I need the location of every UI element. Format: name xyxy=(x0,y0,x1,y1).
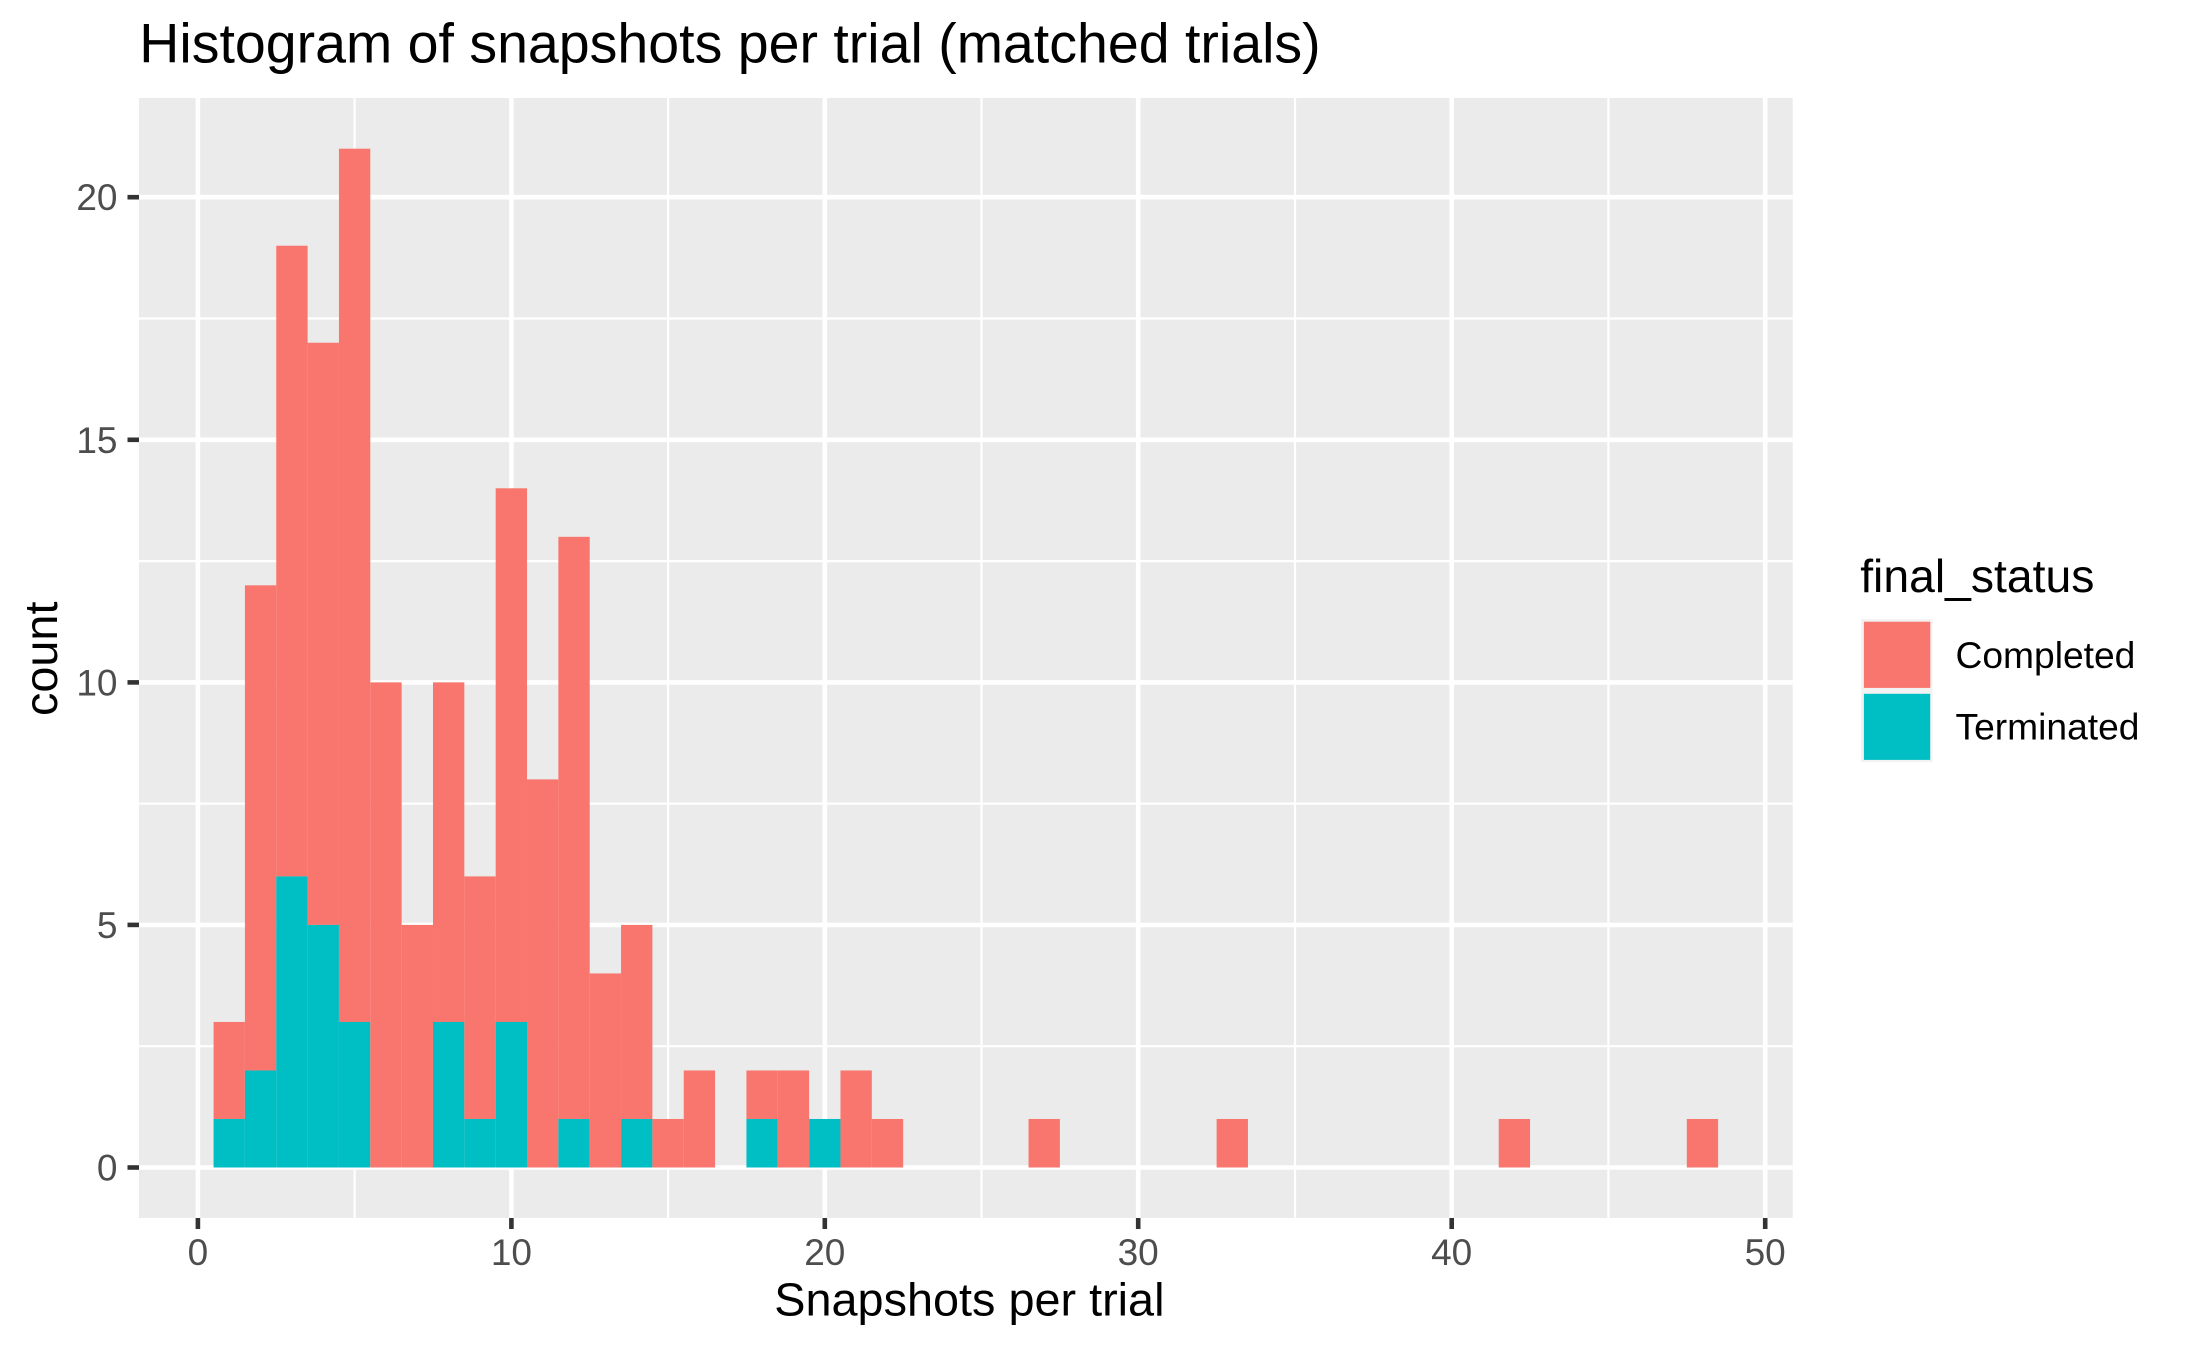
svg-text:15: 15 xyxy=(76,420,117,461)
svg-text:0: 0 xyxy=(97,1148,118,1189)
svg-text:30: 30 xyxy=(1118,1232,1159,1273)
svg-text:count: count xyxy=(15,602,67,716)
svg-text:Completed: Completed xyxy=(1956,634,2136,676)
svg-text:Histogram of snapshots per tri: Histogram of snapshots per trial (matche… xyxy=(139,13,1320,75)
svg-text:50: 50 xyxy=(1745,1232,1786,1273)
svg-text:final_status: final_status xyxy=(1860,550,2094,602)
svg-text:10: 10 xyxy=(491,1232,532,1273)
svg-text:Snapshots per trial: Snapshots per trial xyxy=(774,1274,1164,1326)
svg-text:20: 20 xyxy=(76,177,117,218)
svg-text:20: 20 xyxy=(804,1232,845,1273)
svg-text:10: 10 xyxy=(76,662,117,703)
svg-text:0: 0 xyxy=(188,1232,209,1273)
svg-text:40: 40 xyxy=(1431,1232,1472,1273)
svg-text:Terminated: Terminated xyxy=(1956,705,2140,747)
svg-text:5: 5 xyxy=(97,905,118,946)
